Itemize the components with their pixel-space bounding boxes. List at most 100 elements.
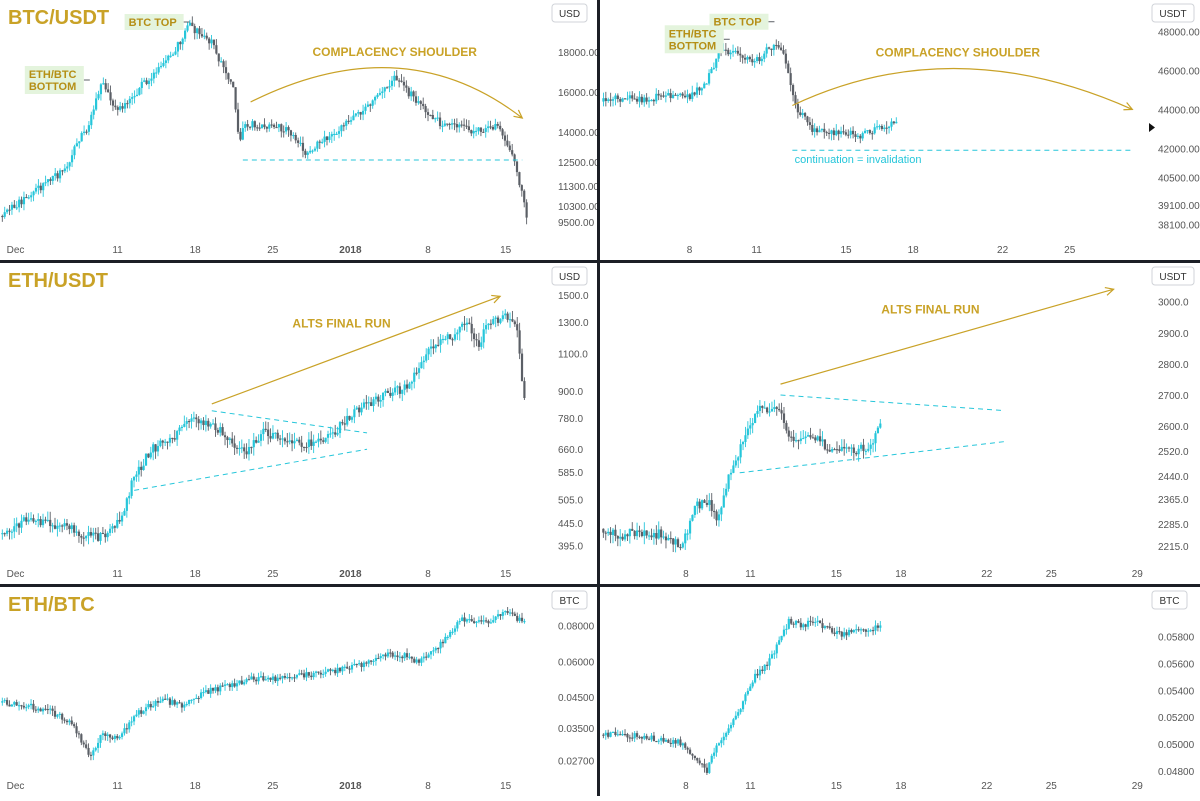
x-tick-label: 18 — [190, 245, 202, 256]
unit-label[interactable]: USDT — [1159, 272, 1186, 283]
candle-body — [401, 656, 404, 659]
candle-body — [263, 124, 266, 128]
candle-body — [713, 752, 716, 756]
candle-body — [328, 136, 331, 140]
candle-body — [63, 719, 66, 721]
candle-body — [268, 124, 271, 129]
candle-body — [468, 322, 471, 324]
candle-body — [75, 531, 78, 533]
candle-body — [643, 530, 646, 537]
candle-body — [99, 84, 103, 95]
candle-body — [178, 702, 181, 704]
candle-body — [32, 191, 35, 196]
candle-body — [3, 212, 6, 217]
candle-body — [34, 520, 37, 522]
candle-body — [518, 617, 521, 621]
candle-body — [159, 701, 162, 703]
candle-body — [650, 99, 653, 102]
candle-body — [326, 669, 330, 672]
y-tick-label: 900.0 — [558, 387, 583, 398]
candle-body — [523, 190, 526, 203]
arrow-head — [513, 109, 524, 119]
candle-body — [480, 620, 483, 622]
candle-body — [751, 423, 754, 426]
candle-body — [185, 703, 188, 706]
candle-body — [796, 103, 799, 113]
candle-body — [487, 126, 490, 129]
unit-label[interactable]: BTC — [560, 596, 580, 607]
candle-body — [732, 465, 735, 473]
candle-body — [883, 127, 886, 129]
candle-body — [845, 632, 848, 636]
candle-body — [169, 55, 172, 57]
y-tick-label: 0.05400 — [1158, 686, 1195, 697]
candle-body — [446, 123, 449, 125]
y-tick-label: 48000.00 — [1158, 27, 1200, 38]
candle-body — [80, 132, 83, 142]
candle-body — [350, 417, 354, 420]
candle-body — [250, 676, 253, 680]
candle-body — [188, 699, 191, 704]
chart-title: BTC/USDT — [8, 7, 109, 29]
candle-body — [360, 663, 363, 668]
candle-body — [607, 99, 610, 101]
candle-body — [660, 737, 663, 741]
unit-label[interactable]: BTC — [1160, 596, 1180, 607]
candle-body — [473, 621, 476, 623]
candle-body — [821, 623, 824, 629]
candle-body — [325, 136, 329, 140]
candle-body — [70, 155, 74, 163]
candle-body — [391, 392, 394, 396]
x-axis: 8 11 15 18 22 25 — [687, 245, 1076, 256]
candle-body — [862, 444, 865, 451]
candle-body — [192, 698, 196, 700]
candle-body — [220, 61, 223, 63]
candle-body — [814, 437, 817, 441]
candle-body — [106, 734, 109, 736]
candle-body — [477, 620, 481, 622]
candle-body — [25, 707, 28, 709]
candle-body — [250, 446, 253, 449]
candle-body — [214, 687, 217, 691]
candle-body — [862, 629, 865, 631]
candle-body — [859, 444, 863, 449]
unit-label[interactable]: USD — [559, 272, 580, 283]
candle-body — [487, 620, 490, 624]
unit-label[interactable]: USDT — [1159, 9, 1186, 20]
unit-badge: USD — [551, 266, 588, 286]
run-arrow — [211, 295, 501, 405]
candle-body — [337, 131, 341, 134]
candle-body — [458, 124, 461, 128]
candle-body — [850, 447, 853, 449]
candle-body — [97, 742, 100, 748]
candle-body — [417, 101, 420, 103]
candle-body — [281, 438, 284, 440]
candle-body — [484, 128, 487, 132]
candle-body — [354, 113, 357, 116]
callout-box — [664, 25, 724, 54]
candle-body — [802, 624, 805, 628]
candle-body — [54, 173, 57, 176]
candle-body — [619, 99, 622, 102]
candle-body — [116, 519, 119, 528]
candle-body — [508, 145, 511, 151]
y-tick-label: 18000.00 — [558, 48, 600, 59]
candle-body — [215, 45, 218, 54]
candle-body — [154, 444, 157, 452]
candle-body — [782, 629, 786, 636]
candle-body — [835, 130, 838, 136]
candle-body — [441, 641, 445, 644]
candle-body — [310, 675, 313, 678]
candle-body — [852, 629, 855, 633]
candle-body — [398, 386, 401, 394]
candle-body — [125, 498, 128, 511]
candle-body — [58, 713, 61, 715]
candle-body — [671, 94, 675, 99]
candle-body — [607, 531, 610, 534]
unit-label[interactable]: USD — [559, 9, 580, 20]
x-tick-label: 11 — [751, 245, 762, 256]
candle-body — [449, 631, 452, 637]
candle-body — [729, 52, 732, 55]
candle-body — [520, 353, 524, 382]
chart-title: ETH/BTC — [8, 594, 95, 616]
